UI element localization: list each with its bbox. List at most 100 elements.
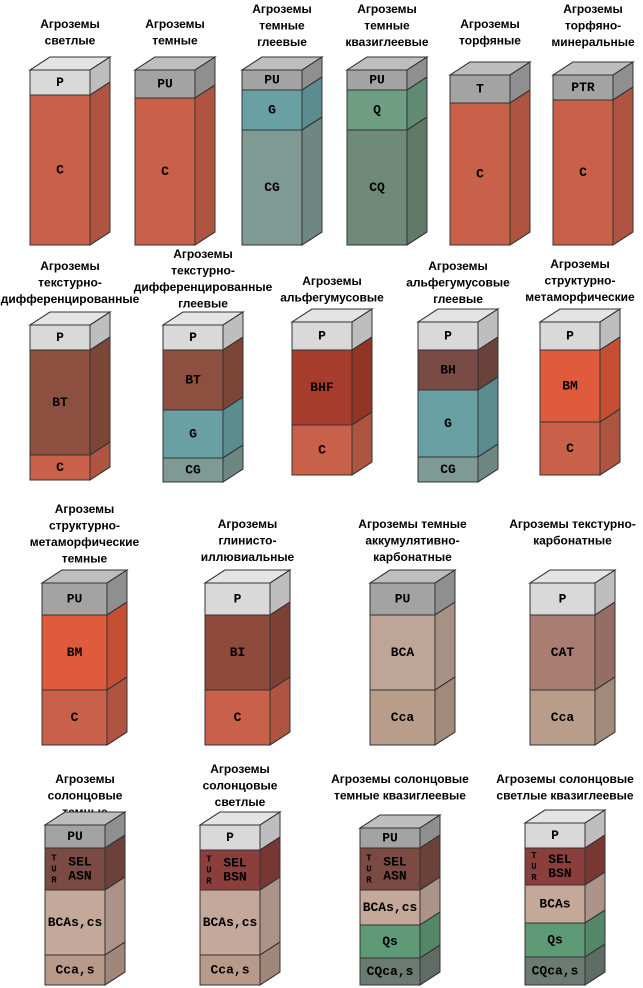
horizon-label: Cca,s [55, 962, 94, 977]
profile-title: Агроземы [550, 257, 610, 271]
horizon-label: T [476, 81, 484, 96]
profile-title: Агроземы [173, 247, 233, 261]
horizon-front [417, 321, 479, 351]
horizon-label: BH [440, 362, 456, 377]
horizon-side-shade [594, 676, 616, 746]
profile-title: Агроземы [55, 502, 115, 516]
horizon-label: CAT [551, 645, 575, 660]
horizon-front [29, 69, 91, 96]
profile-title: глеевые [433, 292, 483, 306]
horizon-side-label: U [206, 865, 211, 875]
horizon-front [539, 321, 601, 351]
horizon-label: SEL [383, 854, 407, 869]
profile-title: Агроземы [302, 274, 362, 288]
profile-title: Агроземы [218, 517, 278, 531]
horizon-label: PU [67, 591, 83, 606]
horizon-label: CG [264, 180, 280, 195]
horizon-label: PU [382, 830, 398, 845]
profile-title: текстурно- [38, 276, 102, 290]
profile-title: Агроземы [210, 762, 270, 776]
horizon-front [291, 424, 353, 476]
horizon-side-shade [584, 943, 606, 986]
profile-title: иллювиальные [201, 550, 295, 564]
horizon-front [241, 89, 303, 131]
horizon-front [199, 889, 261, 956]
horizon-label: C [579, 165, 587, 180]
soil-profile: Агроземы солонцовые темные квазиглеевые PU… [331, 772, 469, 986]
horizon-label: C [566, 441, 574, 456]
profile-title: квазиглеевые [345, 35, 429, 49]
horizon-label: BT [52, 395, 68, 410]
profile-title: Агроземы [460, 17, 520, 31]
horizon-front [162, 324, 224, 351]
horizon-side-label: U [51, 864, 56, 874]
horizon-label: C [476, 166, 484, 181]
horizon-label: BCAs [539, 896, 570, 911]
profile-title: Агроземы [428, 259, 488, 273]
profile-title: Агроземы темные [358, 517, 467, 531]
soil-profile: Агроземы структурно-метаморфические темные… [30, 502, 140, 746]
horizon-side-shade [106, 676, 128, 746]
horizon-front [359, 924, 421, 959]
horizon-label: CQ [369, 180, 385, 195]
horizon-label: SEL [548, 852, 572, 867]
horizon-side-shade [599, 408, 621, 476]
horizon-front [199, 849, 261, 891]
profile-title: светлые [45, 34, 96, 48]
horizon-label: P [318, 328, 326, 343]
horizon-label: CG [440, 462, 456, 477]
soil-profile: Агроземы текстурно-дифференцированные P BT C [1, 259, 140, 481]
profile-title: метаморфические [525, 290, 635, 304]
profile-title: торфяно- [565, 19, 621, 33]
profile-title: Агроземы [40, 17, 100, 31]
horizon-label: Cca,s [210, 962, 249, 977]
horizon-side-shade [509, 89, 531, 246]
horizon-label: C [56, 162, 64, 177]
horizon-label: BSN [548, 866, 571, 881]
horizon-label: PU [369, 72, 385, 87]
horizon-label: BM [67, 645, 83, 660]
profile-title: карбонатные [373, 550, 452, 564]
horizon-side-label: T [531, 851, 537, 861]
horizon-label: P [566, 328, 574, 343]
horizon-label: BCAs,cs [363, 900, 418, 915]
horizon-side-shade [222, 444, 244, 483]
profile-title: торфяные [459, 34, 521, 48]
horizon-label: G [189, 426, 197, 441]
horizon-front [41, 582, 108, 616]
soil-profile: Агроземы глинисто-иллювиальные P BI C [201, 517, 295, 746]
soil-profile: Агроземы светлые P C [28, 17, 112, 246]
horizon-label: CG [185, 462, 201, 477]
horizon-label: G [268, 102, 276, 117]
horizon-side-shade [259, 941, 281, 986]
horizon-label: P [444, 328, 452, 343]
horizon-side-shade [89, 336, 111, 456]
profile-title: глеевые [178, 297, 228, 311]
horizon-label: BSN [223, 869, 246, 884]
horizon-front [29, 454, 91, 481]
horizon-label: P [551, 828, 559, 843]
horizon-side-shade [406, 116, 428, 246]
horizon-side-shade [434, 676, 456, 746]
horizon-side-label: R [366, 875, 372, 885]
horizon-label: P [226, 830, 234, 845]
horizon-front [134, 97, 196, 246]
profile-title: солонцовые [203, 779, 278, 793]
horizon-side-shade [612, 86, 634, 246]
horizon-label: ASN [383, 868, 406, 883]
horizon-front [359, 889, 421, 926]
profile-title: Агроземы [145, 17, 205, 31]
horizon-front [162, 409, 224, 459]
profile-title: структурно- [49, 519, 120, 533]
profile-title: Агроземы [40, 259, 100, 273]
horizon-side-shade [104, 941, 126, 986]
horizon-label: P [56, 75, 64, 90]
horizon-label: C [234, 710, 242, 725]
soil-profile: Агроземы текстурно-дифференцированные глее… [134, 247, 273, 483]
horizon-label: BM [562, 378, 578, 393]
soil-profile: Агроземы структурно-метаморфические P BM C [525, 257, 635, 476]
soil-profile: АгроземысолонцовыетемныеPUSELASNTURBCAs,… [43, 772, 127, 986]
profile-title: светлые квазиглеевые [496, 789, 634, 803]
soil-profile: Агроземы темные аккумулятивно-карбонатные… [358, 517, 467, 746]
